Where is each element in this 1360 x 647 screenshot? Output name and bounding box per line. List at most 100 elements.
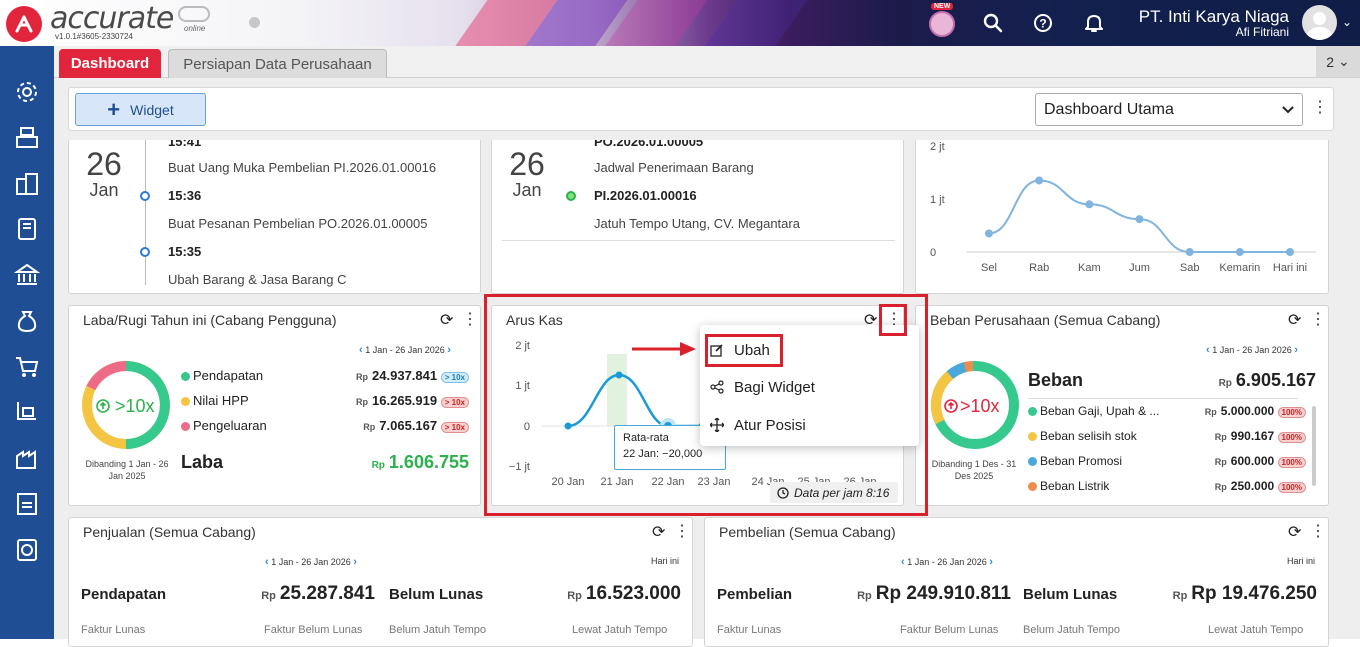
percent-badge: 100%	[1277, 432, 1306, 443]
whats-new-button[interactable]: NEW	[929, 3, 959, 39]
activity-desc[interactable]: Buat Uang Muka Pembelian PI.2026.01.0001…	[168, 160, 437, 175]
cloud-icon	[178, 6, 210, 22]
trolley-boxes-icon[interactable]	[13, 398, 41, 426]
card-kebab-icon[interactable]: ⋮	[1310, 311, 1326, 328]
date-range[interactable]: 1 Jan - 26 Jan 2026	[271, 557, 351, 567]
profit-total-value[interactable]: Rp 1.606.755	[371, 452, 469, 472]
tab-bar: Dashboard Persiapan Data Perusahaan 2 ⌄	[54, 46, 1360, 78]
purchase-value[interactable]: Rp Rp 249.910.811	[857, 583, 1011, 604]
y-tick-label: 2 jt	[515, 340, 530, 352]
activity-card: 26 Jan 15:41 Buat Uang Muka Pembelian PI…	[68, 140, 481, 294]
add-widget-button[interactable]: + Widget	[75, 93, 206, 126]
amount-row[interactable]: Rp 250.000 100%	[1176, 479, 1306, 493]
bank-icon[interactable]	[13, 261, 41, 289]
open-tabs-counter[interactable]: 2 ⌄	[1316, 46, 1360, 77]
refresh-icon[interactable]: ⟳	[1288, 312, 1302, 329]
unpaid-value[interactable]: Rp 16.523.000	[567, 583, 681, 604]
chevron-right-icon[interactable]: ›	[353, 556, 357, 568]
toolbar-kebab-icon[interactable]: ⋮	[1312, 99, 1328, 116]
card-title: Beban Perusahaan (Semua Cabang)	[930, 312, 1161, 328]
menu-item-atur-posisi[interactable]: Atur Posisi	[710, 411, 806, 439]
ledger-book-icon[interactable]	[13, 215, 41, 243]
refresh-icon[interactable]: ⟳	[1288, 524, 1302, 541]
x-tick-label: Kam	[1078, 262, 1101, 274]
chevron-down-icon[interactable]: ⌄	[1342, 15, 1353, 29]
menu-item-bagi-widget[interactable]: Bagi Widget	[710, 373, 815, 401]
data-point	[615, 371, 623, 379]
svg-text:?: ?	[1039, 17, 1046, 31]
scrollbar[interactable]	[1312, 406, 1316, 486]
date-range[interactable]: 1 Jan - 26 Jan 2026	[365, 345, 445, 355]
divider	[1028, 398, 1298, 399]
card-kebab-icon[interactable]: ⋮	[674, 523, 690, 540]
percent-badge: 100%	[1277, 407, 1306, 418]
weekly-line-chart: 2 jt 1 jt 0 Sel Rab Kam Jum Sab Kemarin Hari ini	[930, 141, 1316, 274]
cash-register-icon[interactable]	[13, 123, 41, 151]
tab-persiapan-data[interactable]: Persiapan Data Perusahaan	[168, 49, 387, 78]
expense-total-label: Beban	[1028, 370, 1084, 390]
x-tick-label: 20 Jan	[551, 476, 584, 488]
help-icon[interactable]: ?	[1029, 9, 1057, 37]
highlight-kebab-box	[879, 304, 907, 336]
menu-item-label: Atur Posisi	[734, 416, 806, 434]
factory-icon[interactable]	[13, 444, 41, 472]
chevron-left-icon[interactable]: ‹	[265, 556, 269, 568]
card-kebab-icon[interactable]: ⋮	[462, 311, 478, 328]
chevron-right-icon[interactable]: ›	[447, 344, 451, 356]
sales-value[interactable]: Rp 25.287.841	[261, 583, 375, 604]
expense-total-value[interactable]: Rp 6.905.167	[1218, 370, 1316, 390]
schedule-ref[interactable]: PI.2026.01.00016	[594, 188, 697, 203]
shopping-cart-icon[interactable]	[13, 353, 41, 381]
user-name[interactable]: Afi Fitriani	[1235, 25, 1289, 39]
card-title: Pembelian (Semua Cabang)	[719, 524, 896, 540]
x-tick-label: 23 Jan	[697, 476, 730, 488]
amount-row[interactable]: Rp 5.000.000 100%	[1176, 404, 1306, 418]
unpaid-label: Belum Lunas	[1023, 586, 1118, 603]
unpaid-value[interactable]: Rp Rp 19.476.250	[1172, 583, 1317, 604]
amount-row[interactable]: Rp 16.265.919 > 10x	[339, 393, 469, 408]
refresh-icon[interactable]: ⟳	[440, 312, 454, 329]
x-tick-label: 22 Jan	[651, 476, 684, 488]
company-name[interactable]: PT. Inti Karya Niaga	[1138, 7, 1289, 26]
footer-label: Faktur Lunas	[81, 624, 146, 636]
schedule-desc: Jatuh Tempo Utang, CV. Megantara	[594, 216, 800, 231]
footer-label: Faktur Belum Lunas	[900, 624, 999, 636]
percent-badge: > 10x	[440, 372, 469, 383]
amount-row[interactable]: Rp 24.937.841 > 10x	[339, 368, 469, 383]
chevron-left-icon[interactable]: ‹	[1206, 344, 1210, 356]
sidebar	[0, 46, 54, 639]
amount-row[interactable]: Rp 7.065.167 > 10x	[339, 418, 469, 433]
chevron-right-icon[interactable]: ›	[1294, 344, 1298, 356]
refresh-icon[interactable]: ⟳	[864, 312, 878, 329]
amount-row[interactable]: Rp 600.000 100%	[1176, 454, 1306, 468]
report-chart-icon[interactable]	[13, 536, 41, 564]
data-point	[1035, 176, 1044, 185]
activity-desc[interactable]: Ubah Barang & Jasa Barang C	[168, 272, 347, 287]
schedule-ref[interactable]: PO.2026.01.00005	[594, 140, 704, 149]
tab-dashboard[interactable]: Dashboard	[59, 49, 161, 78]
tax-document-icon[interactable]	[13, 490, 41, 518]
avatar[interactable]	[1302, 5, 1337, 40]
date-range[interactable]: 1 Jan - 26 Jan 2026	[907, 557, 987, 567]
building-icon[interactable]	[13, 170, 41, 198]
chevron-left-icon[interactable]: ‹	[359, 344, 363, 356]
activity-desc[interactable]: Buat Pesanan Pembelian PO.2026.01.00005	[168, 216, 428, 231]
settings-gear-icon[interactable]	[13, 78, 41, 106]
chevron-right-icon[interactable]: ›	[989, 556, 993, 568]
card-kebab-icon[interactable]: ⋮	[1310, 523, 1326, 540]
card-kebab-icon[interactable]: ⋮	[886, 311, 902, 328]
schedule-card: 26 Jan PO.2026.01.00005 Jadwal Penerimaa…	[491, 140, 904, 294]
bell-icon[interactable]	[1080, 9, 1108, 37]
y-tick-label: 0	[524, 421, 530, 433]
refresh-icon[interactable]: ⟳	[652, 524, 666, 541]
chevron-left-icon[interactable]: ‹	[901, 556, 905, 568]
dashboard-select[interactable]: Dashboard Utama	[1035, 93, 1303, 126]
money-bag-icon[interactable]	[13, 307, 41, 335]
menu-item-ubah[interactable]: Ubah	[710, 336, 770, 364]
activity-day: 26	[86, 146, 122, 182]
search-icon[interactable]	[979, 9, 1007, 37]
date-range[interactable]: 1 Jan - 26 Jan 2026	[1212, 345, 1292, 355]
amount-row[interactable]: Rp 990.167 100%	[1176, 429, 1306, 443]
legend-item: Pengeluaran	[181, 418, 267, 433]
app-logo-icon[interactable]	[6, 6, 42, 42]
